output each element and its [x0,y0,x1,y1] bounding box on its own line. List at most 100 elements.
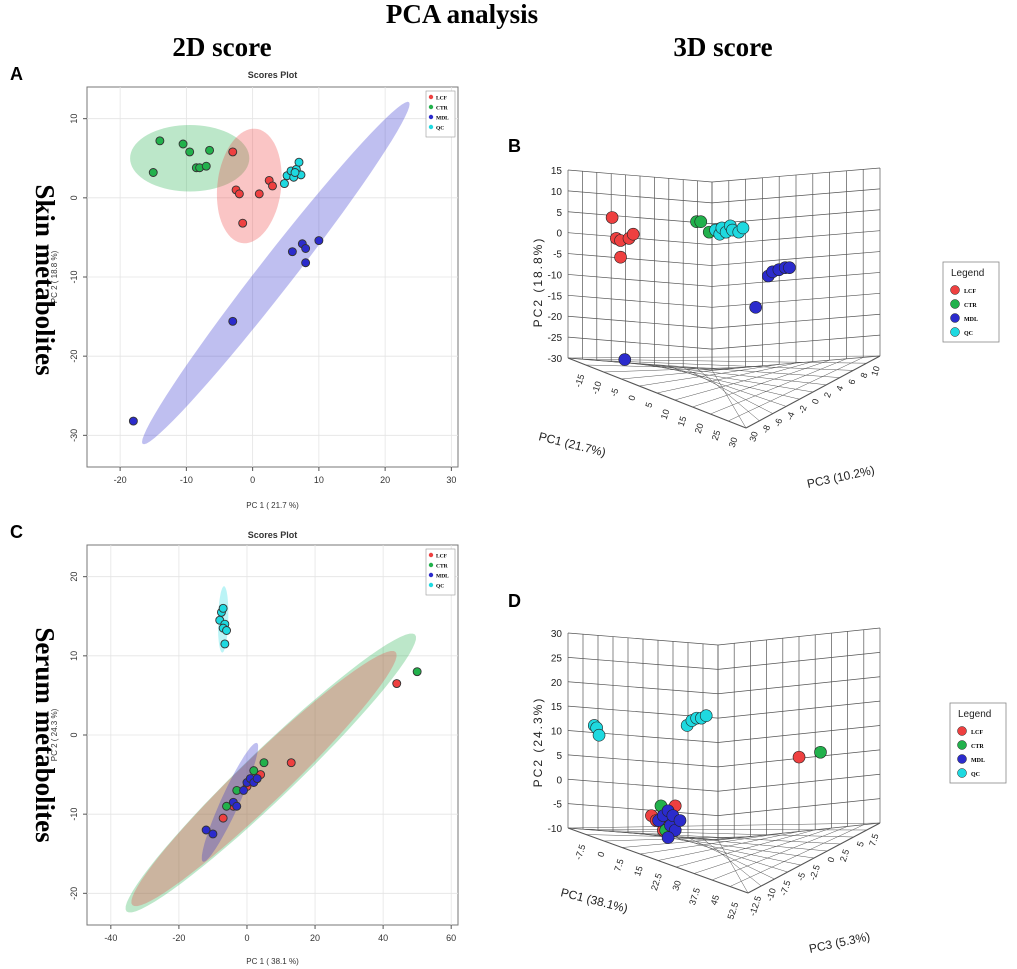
pc3-tick-label: -10 [764,887,778,902]
data-point-qc [290,168,300,177]
pc1-axis-label-B: PC1 (21.7%) [537,429,607,459]
grid-line [654,364,800,400]
grid-line [674,361,813,401]
grid-line [612,831,841,845]
pc1-tick-label: 25 [710,429,723,442]
pc1-tick-label: 5 [643,401,654,409]
legend-label-mdl: MDL [436,116,449,122]
pc1-tick-label: 30 [670,879,683,892]
legend-label-lcf: LCF [436,96,448,102]
pc1-tick-label: 52.5 [725,901,740,921]
row-title-skin: Skin metabolites [30,184,60,375]
grid-line [710,358,847,415]
plot-title-C: Scores Plot [248,530,298,540]
pc1-tick-label: 20 [693,422,706,435]
data-point-lcf [286,758,296,768]
pc3-tick-label: 6 [846,378,857,386]
data-point-qc [294,157,304,167]
legend-marker-lcf [428,552,434,558]
pc1-tick-label: 10 [659,408,672,421]
legend-label-lcf: LCF [971,730,983,736]
pc3-tick-label: 2 [822,391,833,399]
pc3-tick-label: -4 [785,411,797,422]
data-point-ctr [201,161,211,171]
x-tick-label: -40 [104,933,117,943]
grid-line [747,822,881,894]
data-point-mdl [239,785,249,795]
y-tick-label: 10 [69,114,79,124]
z-tick-label: 0 [556,775,562,786]
data-point-ctr [694,215,708,228]
pc3-tick-label: 5 [855,840,866,848]
data-point-qc [592,728,606,742]
legend-marker-mdl [957,754,967,764]
z-tick-label: 10 [551,727,563,738]
data-point-ctr [412,667,422,677]
data-point-mdl [783,261,796,274]
z-tick-label: 30 [551,629,563,640]
pc3-tick-label: -2 [797,404,809,415]
pc3-tick-label: 0 [826,856,837,864]
grid-line [596,360,854,371]
data-point-mdl [128,416,138,426]
pc3-axis-label-B: PC3 (10.2%) [806,463,876,491]
data-point-lcf [392,679,402,688]
pc3-tick-label: 7.5 [867,832,880,847]
data-point-ctr [222,801,232,811]
data-point-lcf [626,227,640,241]
grid-line [692,359,830,408]
legend-marker-lcf [957,726,967,736]
grid-line [745,355,881,429]
z-tick-label: -5 [553,800,562,811]
data-point-ctr [249,766,259,776]
z-tick-label: -5 [553,250,562,261]
z-tick-label: 0 [556,229,562,240]
row-title-serum: Serum metabolites [30,627,60,842]
z-tick-label: -10 [548,270,563,281]
legend-label-ctr: CTR [971,744,984,750]
data-point-mdl [228,316,238,326]
grid-line [672,836,788,873]
pc1-tick-label: 15 [632,865,645,878]
data-point-lcf [792,750,806,764]
grid-line [657,834,801,866]
data-point-lcf [614,250,627,264]
legend-marker-mdl [950,313,960,323]
pc3-axis-label-D: PC3 (5.3%) [808,929,872,956]
data-point-mdl [287,247,297,257]
legend-title-B: Legend [951,268,984,279]
legend-marker-lcf [950,285,960,295]
data-point-lcf [254,189,264,199]
legend-label-mdl: MDL [436,574,449,580]
legend-marker-lcf [428,94,434,100]
grid-line [702,838,762,887]
grid-line [656,362,797,394]
data-point-lcf [234,189,244,199]
x-tick-label: -20 [114,475,127,485]
data-point-ctr [148,168,158,177]
confidence-ellipse-mdl [142,101,410,445]
pc1-axis-label-D: PC1 (38.1%) [559,885,629,915]
y-tick-label: -30 [69,429,79,442]
data-point-qc [222,626,232,635]
pc3-tick-label: -2.5 [808,864,822,882]
legend-label-qc: QC [436,126,444,132]
y-tick-label: -10 [69,270,79,283]
pc3-tick-label: 2.5 [838,848,851,863]
data-point-lcf [238,218,248,228]
z-tick-label: -30 [548,354,563,365]
confidence-ellipse-lcf [216,128,282,244]
x-tick-label: 20 [380,475,390,485]
pc3-tick-label: -6 [772,417,784,428]
legend-label-ctr: CTR [436,106,449,112]
panel-label-C: C [10,522,23,542]
pc3-tick-label: 0 [810,398,821,406]
x-tick-label: 40 [378,933,388,943]
legend-label-ctr: CTR [436,564,449,570]
legend-label-mdl: MDL [964,317,978,323]
pc1-tick-label: 37.5 [687,886,702,906]
pc1-tick-label: 0 [596,850,607,858]
confidence-ellipse-lcf [131,651,397,907]
data-point-qc [220,639,230,649]
